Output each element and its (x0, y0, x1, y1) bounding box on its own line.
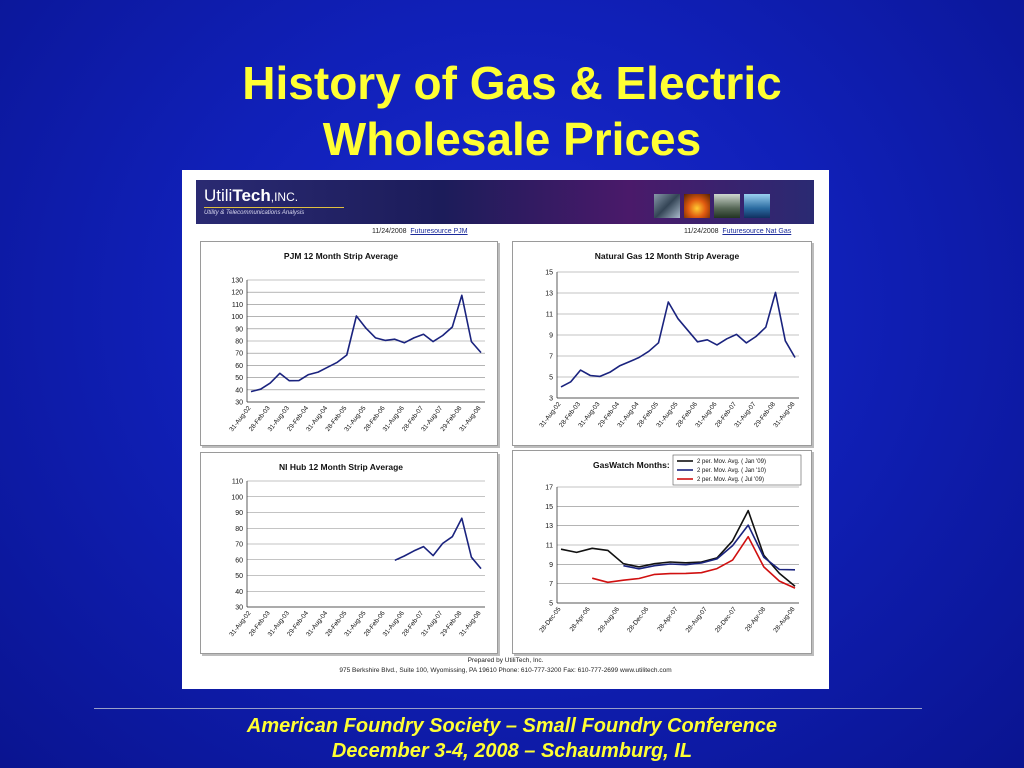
source-right: 11/24/2008 Futuresource Nat Gas (684, 228, 791, 235)
chart-0-ytick-0: 30 (235, 400, 243, 407)
chart-3-xtick-8: 28-Aug-08 (772, 606, 796, 635)
chart-0-ytick-6: 90 (235, 326, 243, 333)
chart-0-ytick-5: 80 (235, 339, 243, 346)
chart-3-series-0-line (560, 509, 796, 587)
pipeline-photo-icon (654, 194, 680, 218)
chart-3-legend-label-1: 2 per. Mov. Avg. ( Jan '10) (697, 468, 766, 474)
report-panel: UtiliTech,INC. Utility & Telecommunicati… (182, 170, 829, 689)
chart-2-ytick-2: 50 (235, 573, 243, 580)
chart-3-ytick-0: 5 (549, 601, 553, 608)
chart-2-series-0-line (394, 517, 482, 570)
chart-0-ytick-7: 100 (231, 314, 243, 321)
chart-3-xtick-7: 28-Apr-08 (744, 606, 768, 633)
chart-2-ytick-8: 110 (232, 479, 243, 486)
source-left-date: 11/24/2008 (372, 228, 407, 235)
chart-3-xtick-1: 28-Apr-06 (569, 606, 593, 633)
chart-3-ytick-1: 7 (549, 581, 553, 588)
chart-pjm-svg: PJM 12 Month Strip Average 30 40 50 60 70 80 90… (228, 251, 485, 433)
conference-line2: December 3-4, 2008 – Schaumburg, IL (331, 740, 693, 762)
chart-1-ytick-4: 11 (546, 312, 553, 319)
prepared-by-note: Prepared by UtiliTech, Inc. 975 Berkshir… (182, 656, 829, 676)
chart-2-ytick-4: 70 (235, 542, 243, 549)
chart-0-title: PJM 12 Month Strip Average (284, 251, 398, 261)
chart-3-ytick-4: 13 (545, 523, 553, 530)
slide-title-line2: Wholesale Prices (322, 113, 702, 165)
utilitech-banner: UtiliTech,INC. Utility & Telecommunicati… (196, 180, 814, 224)
source-right-date: 11/24/2008 (684, 228, 719, 235)
source-right-link[interactable]: Futuresource Nat Gas (722, 228, 792, 235)
logo-tagline: Utility & Telecommunications Analysis (204, 210, 305, 216)
chart-0-ytick-1: 40 (235, 387, 243, 394)
slide-title-line1: History of Gas & Electric (242, 57, 782, 109)
chart-3-ytick-5: 15 (545, 504, 553, 511)
chart-2-ytick-1: 40 (235, 589, 243, 596)
chart-natural-gas: Natural Gas 12 Month Strip Average 3 5 7 9 11… (512, 241, 812, 446)
chart-2-ytick-5: 80 (235, 526, 243, 533)
flame-photo-icon (684, 194, 710, 218)
chart-0-ytick-10: 130 (231, 278, 243, 285)
chart-1-ytick-6: 15 (545, 270, 553, 277)
footer-divider (94, 708, 922, 709)
chart-0-ytick-2: 50 (235, 375, 243, 382)
chart-2-ytick-3: 60 (235, 557, 243, 564)
chart-1-title: Natural Gas 12 Month Strip Average (595, 251, 740, 261)
chart-3-xtick-2: 28-Aug-06 (597, 606, 621, 635)
utilitech-logo: UtiliTech,INC. Utility & Telecommunicati… (204, 184, 354, 220)
chart-3-legend (672, 454, 802, 486)
chart-pjm: PJM 12 Month Strip Average 30 40 50 60 70 80 90… (200, 241, 498, 446)
chart-2-ytick-7: 100 (231, 494, 243, 501)
chart-3-ytick-6: 17 (545, 485, 553, 492)
chart-1-ytick-0: 3 (549, 396, 553, 403)
chart-3-xtick-6: 28-Dec-07 (714, 606, 738, 635)
chart-gaswatch: GasWatch Months: 5 7 9 11 13 15 17 28-Dec-05 28-A… (512, 450, 812, 654)
chart-natural-gas-svg: Natural Gas 12 Month Strip Average 3 5 7 9 11… (538, 251, 799, 429)
source-left: 11/24/2008 Futuresource PJM (372, 228, 468, 235)
chart-3-legend-label-2: 2 per. Mov. Avg. ( Jul '09) (697, 477, 764, 483)
chart-0-ytick-4: 70 (235, 351, 243, 358)
chart-0-series-0-line (250, 294, 482, 393)
chart-3-xtick-4: 28-Apr-07 (656, 606, 680, 633)
chart-3-xtick-3: 28-Dec-06 (626, 606, 650, 635)
logo-bold: Tech (232, 186, 271, 205)
logo-suffix: ,INC. (270, 190, 299, 204)
chart-3-series-1-line (623, 524, 796, 571)
logo-underline (204, 207, 344, 208)
source-left-link[interactable]: Futuresource PJM (410, 228, 468, 235)
chart-3-title: GasWatch Months: (593, 460, 670, 470)
conference-footer: American Foundry Society – Small Foundry… (0, 714, 1024, 764)
chart-ni-hub-svg: NI Hub 12 Month Strip Average 30 40 50 60 70 8… (228, 462, 485, 638)
chart-ni-hub: NI Hub 12 Month Strip Average 30 40 50 60 70 8… (200, 452, 498, 654)
chart-0-ytick-9: 120 (231, 290, 243, 297)
chart-0-ytick-8: 110 (232, 302, 243, 309)
chart-2-ytick-6: 90 (235, 510, 243, 517)
chart-1-ytick-2: 7 (549, 354, 553, 361)
chart-gaswatch-svg: GasWatch Months: 5 7 9 11 13 15 17 28-Dec-05 28-A… (538, 454, 802, 635)
chart-1-ytick-3: 9 (549, 333, 553, 340)
chart-2-ytick-0: 30 (235, 605, 243, 612)
chart-3-ytick-2: 9 (549, 562, 553, 569)
slide-title: History of Gas & Electric Wholesale Pric… (0, 55, 1024, 167)
prepared-by-line: Prepared by UtiliTech, Inc. (467, 657, 544, 664)
chart-2-title: NI Hub 12 Month Strip Average (279, 462, 403, 472)
chart-3-legend-label-0: 2 per. Mov. Avg. ( Jan '09) (697, 459, 766, 465)
chart-1-ytick-5: 13 (545, 291, 553, 298)
logo-prefix: Utili (204, 186, 233, 205)
chart-1-ytick-1: 5 (549, 375, 553, 382)
people-photo-icon (714, 194, 740, 218)
chart-3-xtick-0: 28-Dec-05 (538, 606, 562, 635)
chart-3-xtick-5: 28-Aug-07 (685, 606, 709, 635)
contact-line: 975 Berkshire Blvd., Suite 100, Wyomissi… (339, 667, 672, 674)
chart-3-ytick-3: 11 (546, 543, 553, 550)
chart-1-series-0-line (560, 291, 796, 388)
water-photo-icon (744, 194, 770, 218)
chart-0-ytick-3: 60 (235, 363, 243, 370)
conference-line1: American Foundry Society – Small Foundry… (246, 715, 778, 737)
chart-3-series-2-line (591, 535, 796, 589)
